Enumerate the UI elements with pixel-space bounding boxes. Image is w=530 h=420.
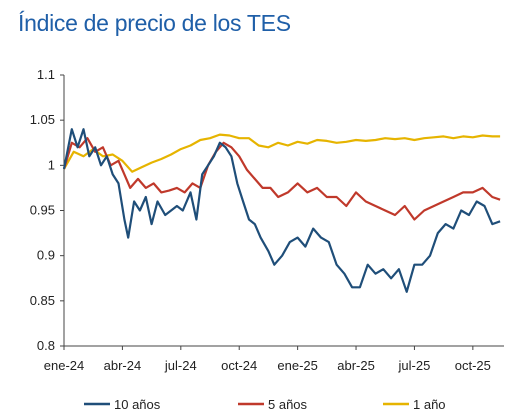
chart-title: Índice de precio de los TES bbox=[18, 10, 291, 36]
x-tick-label: ene-25 bbox=[277, 358, 317, 373]
y-tick-label: 1.1 bbox=[37, 67, 55, 82]
series-line-10-años bbox=[62, 128, 501, 293]
y-tick-label: 0.9 bbox=[37, 248, 55, 263]
y-tick-label: 1.05 bbox=[30, 112, 55, 127]
x-tick-label: ene-24 bbox=[44, 358, 84, 373]
legend-label: 1 año bbox=[413, 397, 446, 412]
legend-label: 5 años bbox=[268, 397, 308, 412]
series-line-5-años bbox=[62, 137, 501, 221]
x-tick-label: jul-25 bbox=[398, 358, 431, 373]
x-tick-label: oct-25 bbox=[455, 358, 491, 373]
y-tick-label: 1 bbox=[48, 157, 55, 172]
y-tick-label: 0.85 bbox=[30, 293, 55, 308]
legend-label: 10 años bbox=[114, 397, 161, 412]
x-tick-label: abr-25 bbox=[337, 358, 375, 373]
y-tick-label: 0.8 bbox=[37, 338, 55, 353]
y-tick-label: 0.95 bbox=[30, 203, 55, 218]
x-tick-label: abr-24 bbox=[104, 358, 142, 373]
x-tick-label: oct-24 bbox=[221, 358, 257, 373]
series-line-1-año bbox=[63, 133, 501, 173]
x-tick-label: jul-24 bbox=[164, 358, 197, 373]
